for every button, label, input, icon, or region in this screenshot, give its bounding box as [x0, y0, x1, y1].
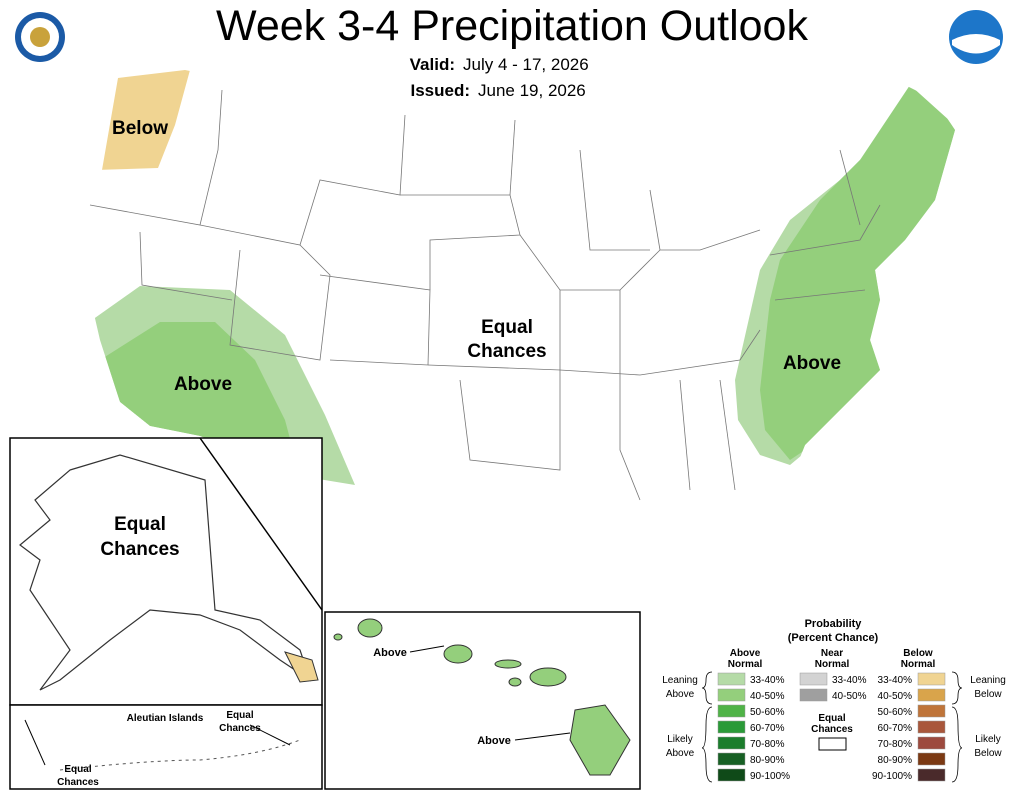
map-label: Below: [112, 118, 168, 139]
legend-label: 33-40%: [750, 675, 785, 686]
map-label: Above: [373, 647, 407, 659]
legend-label: 50-60%: [878, 707, 913, 718]
legend-title: Probability: [805, 618, 863, 630]
bracket-label: Below: [974, 689, 1002, 700]
legend-label: 60-70%: [750, 723, 785, 734]
map-label: Equal: [114, 514, 166, 535]
map-label: Equal: [64, 764, 91, 775]
issued-date: June 19, 2026: [478, 81, 586, 100]
bracket-label: Above: [666, 748, 695, 759]
bracket-label: Leaning: [970, 675, 1006, 686]
commerce-logo: [15, 12, 65, 62]
bracket-label: Likely: [667, 734, 693, 745]
map-label: Equal: [226, 710, 253, 721]
legend-header: Near: [821, 648, 843, 659]
equal-chances-swatch: [818, 737, 847, 751]
map-label: Chances: [219, 723, 261, 734]
legend-swatch: [717, 704, 746, 718]
legend-swatch: [917, 752, 946, 766]
map-label: Above: [174, 374, 232, 395]
legend-swatch: [717, 752, 746, 766]
legend-header: Normal: [815, 659, 850, 670]
legend-label: 70-80%: [750, 739, 785, 750]
map-label: Chances: [57, 777, 99, 788]
issued-label: Issued:: [410, 81, 470, 100]
hawaii-inset: Above Above: [324, 611, 641, 790]
legend-swatch: [717, 736, 746, 750]
region-name: Aleutian Islands: [127, 713, 204, 724]
map-label: Chances: [100, 539, 179, 560]
legend-label: 60-70%: [878, 723, 913, 734]
legend-label: 50-60%: [750, 707, 785, 718]
map-label: Chances: [467, 341, 546, 362]
legend-label: 40-50%: [750, 691, 785, 702]
legend-label: 90-100%: [750, 771, 790, 782]
legend-swatch: [917, 672, 946, 686]
legend-header: Normal: [901, 659, 936, 670]
legend-swatch: [799, 672, 828, 686]
legend-swatch: [717, 688, 746, 702]
legend-label: 80-90%: [750, 755, 785, 766]
legend-label: 33-40%: [878, 675, 913, 686]
legend-swatch: [717, 720, 746, 734]
alaska-inset: Equal Chances Aleutian Islands Equal Cha…: [9, 437, 323, 790]
legend-swatch: [799, 688, 828, 702]
legend-label: 80-90%: [878, 755, 913, 766]
legend-header: Above: [730, 648, 761, 659]
below-region: [95, 70, 190, 170]
legend-label: 33-40%: [832, 675, 867, 686]
legend-swatch: [717, 768, 746, 782]
bracket-label: Likely: [975, 734, 1001, 745]
map-label: Equal: [481, 317, 533, 338]
title: Week 3-4 Precipitation Outlook: [216, 2, 808, 50]
legend-swatch: [717, 672, 746, 686]
legend-swatch: [917, 736, 946, 750]
brackets: [701, 671, 963, 783]
legend-header: Normal: [728, 659, 763, 670]
bracket-label: Leaning: [662, 675, 698, 686]
legend-label: 40-50%: [832, 691, 867, 702]
legend-label: 90-100%: [872, 771, 912, 782]
bracket-label: Above: [666, 689, 695, 700]
bracket-label: Below: [974, 748, 1002, 759]
legend-header: Chances: [811, 724, 853, 735]
legend-header: Below: [903, 648, 933, 659]
legend-swatch: [917, 704, 946, 718]
valid-label: Valid:: [410, 55, 455, 74]
valid-dates: July 4 - 17, 2026: [463, 55, 589, 74]
legend-label: 40-50%: [878, 691, 913, 702]
legend: Probability (Percent Chance) Above Norma…: [662, 618, 1006, 783]
legend-subtitle: (Percent Chance): [788, 632, 879, 644]
legend-swatch: [917, 720, 946, 734]
above-region: [760, 85, 955, 460]
legend-header: Equal: [818, 713, 845, 724]
noaa-logo: [949, 10, 1003, 64]
legend-swatch: [917, 768, 946, 782]
legend-label: 70-80%: [878, 739, 913, 750]
legend-swatch: [917, 688, 946, 702]
map-label: Above: [783, 353, 841, 374]
map-label: Above: [477, 735, 511, 747]
